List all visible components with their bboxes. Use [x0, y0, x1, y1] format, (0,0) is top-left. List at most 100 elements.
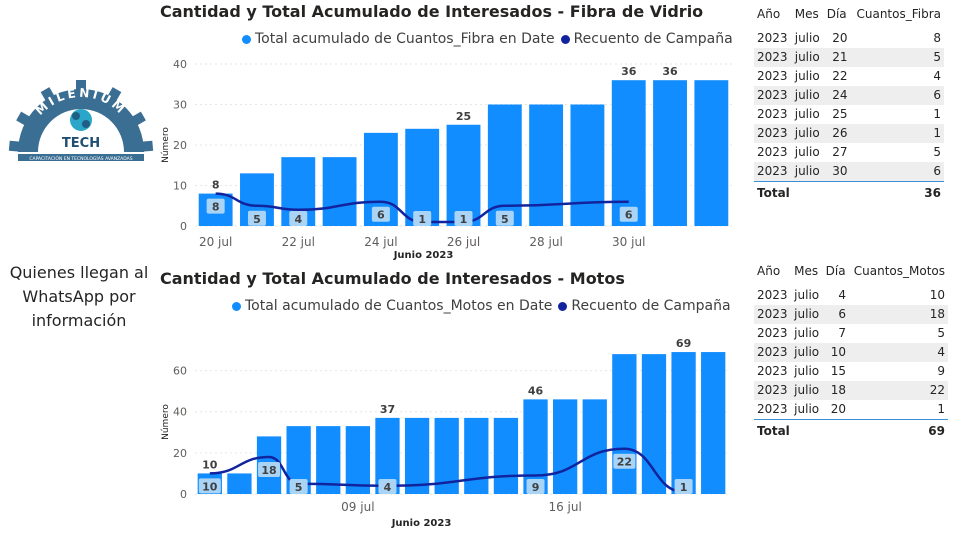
series-line — [209, 447, 684, 494]
chart-fibra: 0 10 20 30 40 8 25 36 36 8 5 4 6 1 1 5 6 20 jul 22 jul 24 j… — [161, 58, 732, 261]
table-cell: 6 — [850, 86, 944, 105]
bar-data-label: 10 — [202, 458, 218, 471]
side-note-line: información — [31, 311, 127, 330]
legend-label: Total acumulado de Cuantos_Motos en Date — [245, 298, 553, 314]
total-label: Total — [754, 419, 850, 442]
total-label: Total — [754, 181, 851, 204]
table-header-row: Año Mes Día Cuantos_Fibra — [754, 7, 944, 29]
table-cell: 21 — [823, 48, 851, 67]
table-cell: 24 — [823, 86, 851, 105]
table-row: 2023 julio 26 1 — [754, 124, 944, 143]
table-cell: 10 — [822, 343, 850, 362]
bar — [582, 399, 607, 494]
table-cell: 22 — [823, 67, 851, 86]
column-header[interactable]: Mes — [794, 264, 819, 278]
table-cell: 2023 — [754, 48, 792, 67]
line-label-bg — [258, 461, 281, 477]
x-axis-label: Junio 2023 — [393, 250, 454, 261]
table-cell: 2023 — [754, 86, 792, 105]
table-row: 2023 julio 22 4 — [754, 67, 944, 86]
x-tick-label: 22 jul — [282, 235, 315, 249]
table-cell: 4 — [822, 286, 850, 305]
table-cell: julio — [791, 124, 824, 143]
bar — [464, 417, 489, 494]
table-cell: 2023 — [754, 343, 792, 362]
x-tick-label: 26 jul — [447, 235, 480, 249]
legend-item: Recuento de Campaña — [560, 31, 733, 47]
x-tick-label: 24 jul — [364, 235, 397, 249]
bar — [405, 128, 440, 226]
bar — [316, 426, 341, 494]
series-line — [215, 192, 629, 224]
table-row: 2023 julio 21 5 — [754, 48, 944, 67]
line-label-bg — [206, 198, 225, 214]
table-cell: 2023 — [754, 381, 792, 400]
table-row: 2023 julio 27 5 — [754, 143, 944, 162]
column-header[interactable]: Mes — [794, 7, 819, 21]
table-cell: 20 — [822, 400, 850, 420]
table-cell: julio — [791, 29, 824, 48]
table-cell: 26 — [823, 124, 851, 143]
bar-data-label: 25 — [456, 110, 471, 123]
column-header[interactable]: Día — [826, 7, 847, 21]
line-data-label: 5 — [501, 213, 509, 226]
legend-label: Recuento de Campaña — [571, 298, 731, 314]
table-cell: julio — [791, 381, 823, 400]
table-cell: 7 — [822, 324, 850, 343]
table-row: 2023 julio 10 4 — [754, 343, 948, 362]
table-cell: 4 — [850, 67, 944, 86]
table-row: 2023 julio 7 5 — [754, 324, 948, 343]
x-tick-label: 09 jul — [341, 500, 374, 514]
line-label-bg — [454, 211, 473, 226]
data-table: Año Mes Día Cuantos_Motos 2023 julio 4 10 2023 ju… — [754, 264, 948, 442]
column-header[interactable]: Año — [757, 264, 781, 278]
y-axis-label: Número — [161, 404, 171, 440]
column-header[interactable]: Cuantos_Motos — [853, 264, 945, 278]
table-cell: julio — [791, 105, 824, 124]
table-row: 2023 julio 15 9 — [754, 362, 948, 381]
data-table: Año Mes Día Cuantos_Fibra 2023 julio 20 8 2023 ju… — [754, 7, 944, 204]
y-tick-label: 20 — [173, 447, 187, 460]
table-row: 2023 julio 30 6 — [754, 162, 944, 182]
table-cell: 2023 — [754, 162, 792, 182]
y-tick-label: 0 — [180, 220, 187, 233]
line-data-label: 6 — [625, 209, 633, 222]
logo-tagline: CAPACITACIÓN EN TECNOLOGÍAS AVANZADAS — [29, 155, 132, 162]
line-data-label: 10 — [202, 480, 218, 493]
line-data-label: 5 — [295, 481, 303, 494]
table-cell: 2023 — [754, 400, 792, 420]
line-data-label: 1 — [680, 481, 688, 494]
table-row: 2023 julio 20 8 — [754, 29, 944, 48]
bar-data-label: 69 — [676, 337, 691, 350]
table-row: 2023 julio 20 1 — [754, 400, 948, 420]
table-cell: 2023 — [754, 67, 792, 86]
table-cell: 6 — [822, 305, 850, 324]
chart-title-fibra: Cantidad y Total Acumulado de Interesado… — [160, 2, 704, 21]
table-total-row: Total 36 — [754, 181, 944, 204]
table-cell: julio — [791, 400, 823, 420]
y-tick-label: 40 — [173, 58, 187, 71]
table-cell: 18 — [849, 305, 948, 324]
chart-motos: 0 20 40 60 10 37 46 69 10 18 5 4 9 22 1 09 jul 16 jul Jun… — [161, 337, 728, 529]
line-label-bg — [674, 479, 693, 494]
bar — [446, 124, 481, 226]
line-data-label: 1 — [418, 213, 426, 226]
table-row: 2023 julio 6 18 — [754, 305, 948, 324]
table-cell: julio — [791, 48, 824, 67]
column-header[interactable]: Día — [825, 264, 846, 278]
table-cell: 8 — [850, 29, 944, 48]
y-tick-label: 0 — [180, 488, 187, 501]
column-header[interactable]: Cuantos_Fibra — [856, 7, 941, 21]
line-data-label: 5 — [253, 213, 261, 226]
table-cell: 18 — [822, 381, 850, 400]
table-cell: 5 — [849, 324, 948, 343]
bar — [694, 80, 729, 226]
table-cell: 22 — [849, 381, 948, 400]
bar — [570, 104, 605, 226]
table-cell: julio — [791, 286, 823, 305]
column-header[interactable]: Año — [757, 7, 781, 21]
table-cell: julio — [791, 343, 823, 362]
bar — [671, 352, 696, 494]
line-data-label: 22 — [617, 456, 632, 469]
table-motos: Año Mes Día Cuantos_Motos 2023 julio 4 10 2023 ju… — [754, 264, 948, 442]
